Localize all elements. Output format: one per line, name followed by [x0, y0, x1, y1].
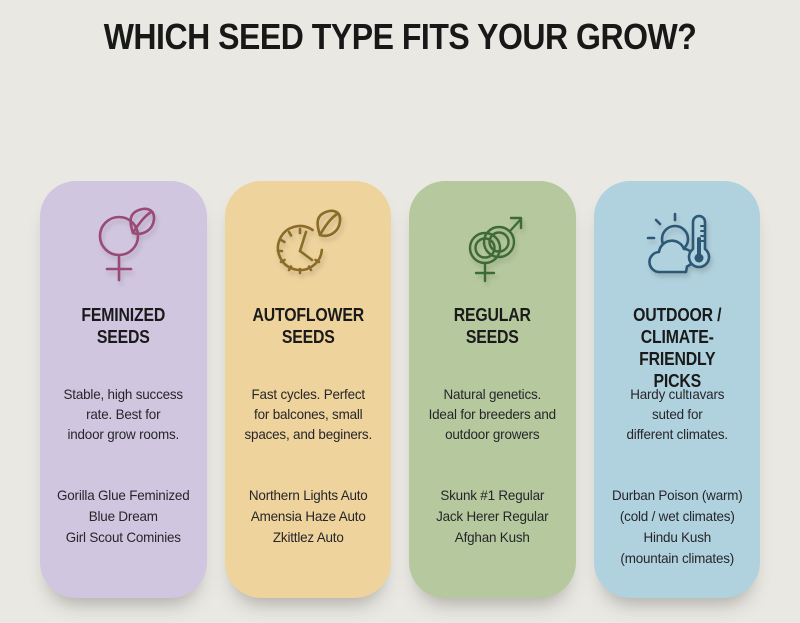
strain-item: Girl Scout Cominies — [65, 529, 181, 545]
card-description: Fast cycles. Perfect for balcones, small… — [244, 386, 372, 442]
card-description: Hardy cultıavars suted for different cli… — [626, 386, 728, 442]
card-autoflower-seeds: AUTOFLOWER SEEDS Fast cycles. Perfect fo… — [224, 181, 391, 598]
strain-list: Gorilla Glue Feminized Blue Dream Girl Sco… — [47, 485, 199, 548]
card-heading: FEMINIZED SEEDS — [81, 305, 166, 347]
strain-item: Afghan Kush — [454, 529, 530, 545]
male-female-symbols-icon — [447, 201, 537, 291]
strain-item: Blue Dream — [88, 508, 158, 524]
strain-item: Northern Lights Auto — [248, 487, 368, 503]
strain-list: Durban Poison (warm) (cold / wet climates… — [601, 485, 753, 569]
card-row: FEMINIZED SEEDS Stable, high success rat… — [40, 181, 760, 598]
card-outdoor-picks: OUTDOOR / CLIMATE-FRIENDLY PICKS Hardy c… — [593, 181, 760, 598]
card-feminized-seeds: FEMINIZED SEEDS Stable, high success rat… — [40, 181, 207, 598]
strain-item: (cold / wet climates) — [619, 508, 735, 524]
strain-list: Northern Lights Auto Amensia Haze Auto Zki… — [232, 485, 384, 548]
card-description: Natural genetics. Ideal for breeders and… — [428, 386, 556, 442]
strain-item: (mountain climates) — [619, 550, 734, 566]
strain-item: Jack Herer Regular — [436, 508, 549, 524]
clock-leaf-icon — [263, 201, 353, 291]
strain-item: Durban Poison (warm) — [611, 487, 743, 503]
card-heading: OUTDOOR / CLIMATE-FRIENDLY PICKS — [632, 305, 721, 391]
card-heading: REGULAR SEEDS — [453, 305, 531, 347]
card-regular-seeds: REGULAR SEEDS Natural genetics. Ideal fo… — [409, 181, 576, 598]
strain-item: Zkittlez Auto — [272, 529, 344, 545]
page-title: WHICH SEED TYPE FITS YOUR GROW? — [103, 16, 697, 57]
card-heading: AUTOFLOWER SEEDS — [252, 305, 364, 347]
female-symbol-leaf-icon — [78, 201, 168, 291]
sun-cloud-thermometer-icon — [632, 201, 722, 291]
strain-list: Skunk #1 Regular Jack Herer Regular Afghan… — [416, 485, 568, 548]
card-description: Stable, high success rate. Best for indo… — [63, 386, 184, 442]
strain-item: Hindu Kush — [642, 529, 711, 545]
strain-item: Amensia Haze Auto — [250, 508, 366, 524]
strain-item: Gorilla Glue Feminized — [57, 487, 190, 503]
strain-item: Skunk #1 Regular — [440, 487, 545, 503]
